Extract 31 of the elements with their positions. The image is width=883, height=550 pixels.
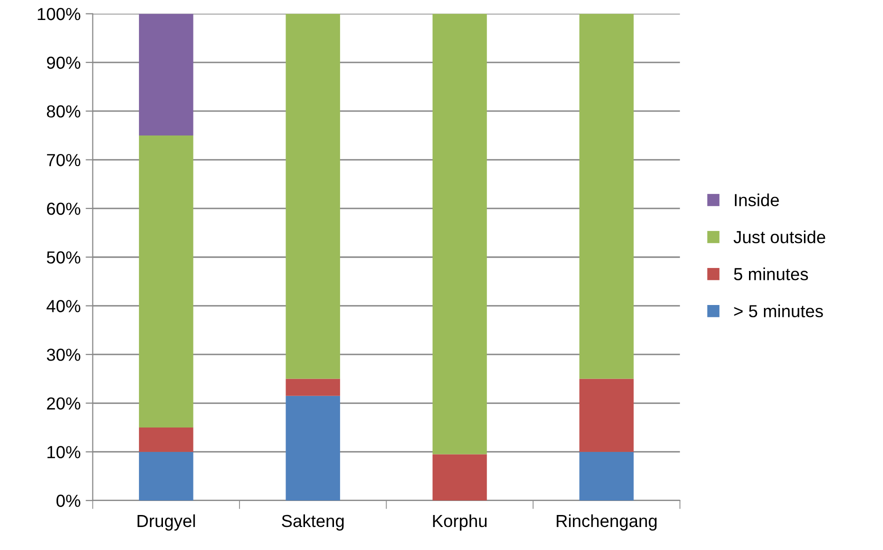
bar (138, 135, 194, 428)
bar (432, 14, 487, 454)
legend-label: 5 minutes (734, 268, 808, 280)
bar (286, 378, 340, 396)
y-tick-label: 40% (46, 300, 80, 312)
y-tick-label: 70% (47, 154, 80, 166)
bar (286, 14, 340, 379)
y-tick-label: 50% (46, 251, 80, 264)
y-tick-label: 20% (47, 397, 80, 410)
y-tick-label: 100% (38, 8, 80, 20)
legend-label: Inside (734, 194, 779, 206)
bar (579, 378, 634, 452)
x-tick-label: Korphu (433, 514, 487, 531)
bar (432, 454, 487, 500)
y-tick-label: 10% (47, 446, 80, 458)
y-tick-label: 0% (56, 494, 80, 507)
x-tick-label: Drugyel (138, 514, 195, 531)
x-tick-label: Sakteng (282, 514, 344, 531)
bar (579, 14, 634, 379)
y-tick-label: 30% (46, 348, 80, 361)
bar (138, 14, 194, 136)
bar (579, 452, 634, 500)
bar (138, 452, 194, 500)
y-tick-label: 60% (47, 202, 80, 215)
y-tick-label: 80% (46, 105, 80, 118)
y-tick-label: 90% (46, 56, 80, 69)
bar (286, 396, 340, 500)
legend-label: > 5 minutes (734, 304, 823, 318)
bar (138, 427, 194, 452)
legend-label: Just outside (734, 230, 826, 244)
x-tick-label: Rinchengang (556, 514, 657, 531)
